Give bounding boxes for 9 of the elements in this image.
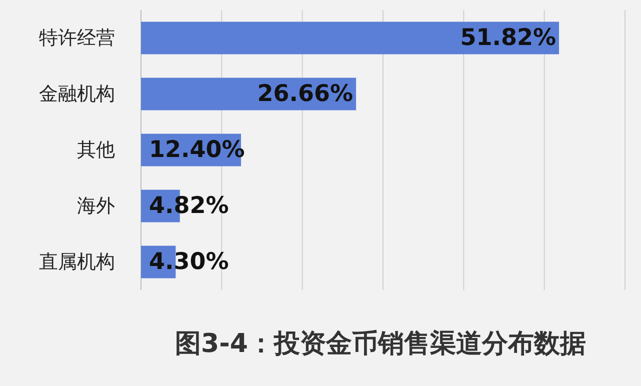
y-tick-label: 特许经营 xyxy=(39,27,115,49)
y-tick-label: 金融机构 xyxy=(39,83,115,105)
bar xyxy=(141,22,560,54)
y-tick-label: 海外 xyxy=(77,195,115,217)
y-tick-label: 其他 xyxy=(77,139,115,161)
data-label: 26.66% xyxy=(257,81,354,107)
data-label: 51.82% xyxy=(460,25,556,51)
text: 图3-4：投资金币销售渠道分布数据 xyxy=(175,329,586,359)
y-tick-label: 直属机构 xyxy=(39,251,115,273)
